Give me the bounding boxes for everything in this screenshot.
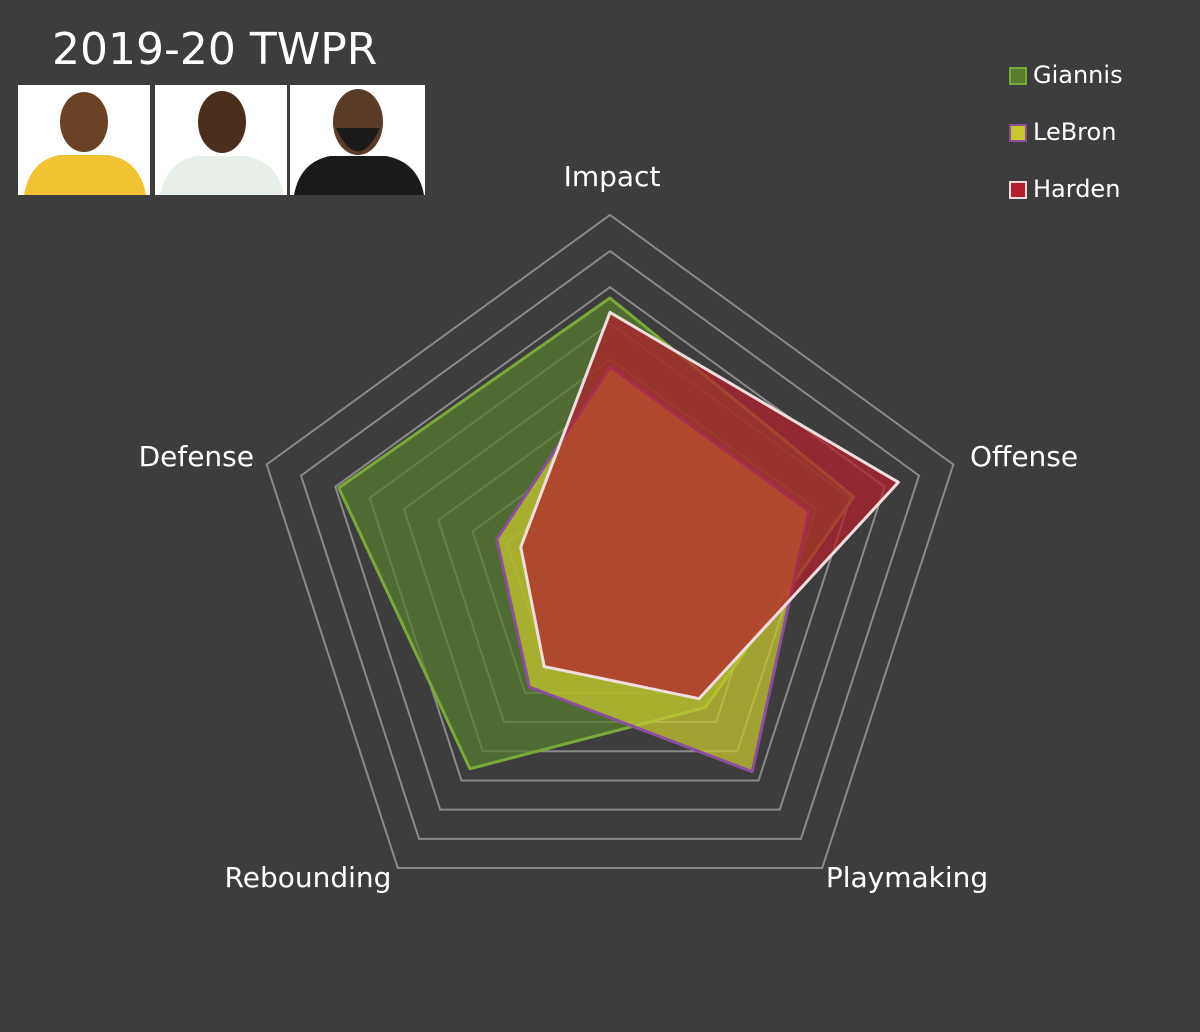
axis-label: Defense xyxy=(139,440,254,473)
player-photos xyxy=(18,85,425,195)
legend-swatch xyxy=(1009,67,1027,85)
head xyxy=(60,92,108,152)
axis-label: Playmaking xyxy=(826,861,988,894)
head xyxy=(198,91,246,153)
axis-label: Offense xyxy=(970,440,1078,473)
legend-label: Giannis xyxy=(1033,61,1123,89)
axis-label: Impact xyxy=(564,160,661,193)
beard xyxy=(336,128,380,152)
grid-ring xyxy=(299,249,921,840)
axis-label: Rebounding xyxy=(225,861,392,894)
jersey xyxy=(24,155,146,195)
jersey xyxy=(160,156,284,195)
legend-label: Harden xyxy=(1033,175,1120,203)
legend-swatch xyxy=(1009,124,1027,142)
chart-title: 2019-20 TWPR xyxy=(52,24,377,75)
grid-ring xyxy=(265,213,955,870)
legend-label: LeBron xyxy=(1033,118,1116,146)
jersey xyxy=(294,156,424,195)
legend-swatch xyxy=(1009,181,1027,199)
series-area xyxy=(519,310,900,701)
